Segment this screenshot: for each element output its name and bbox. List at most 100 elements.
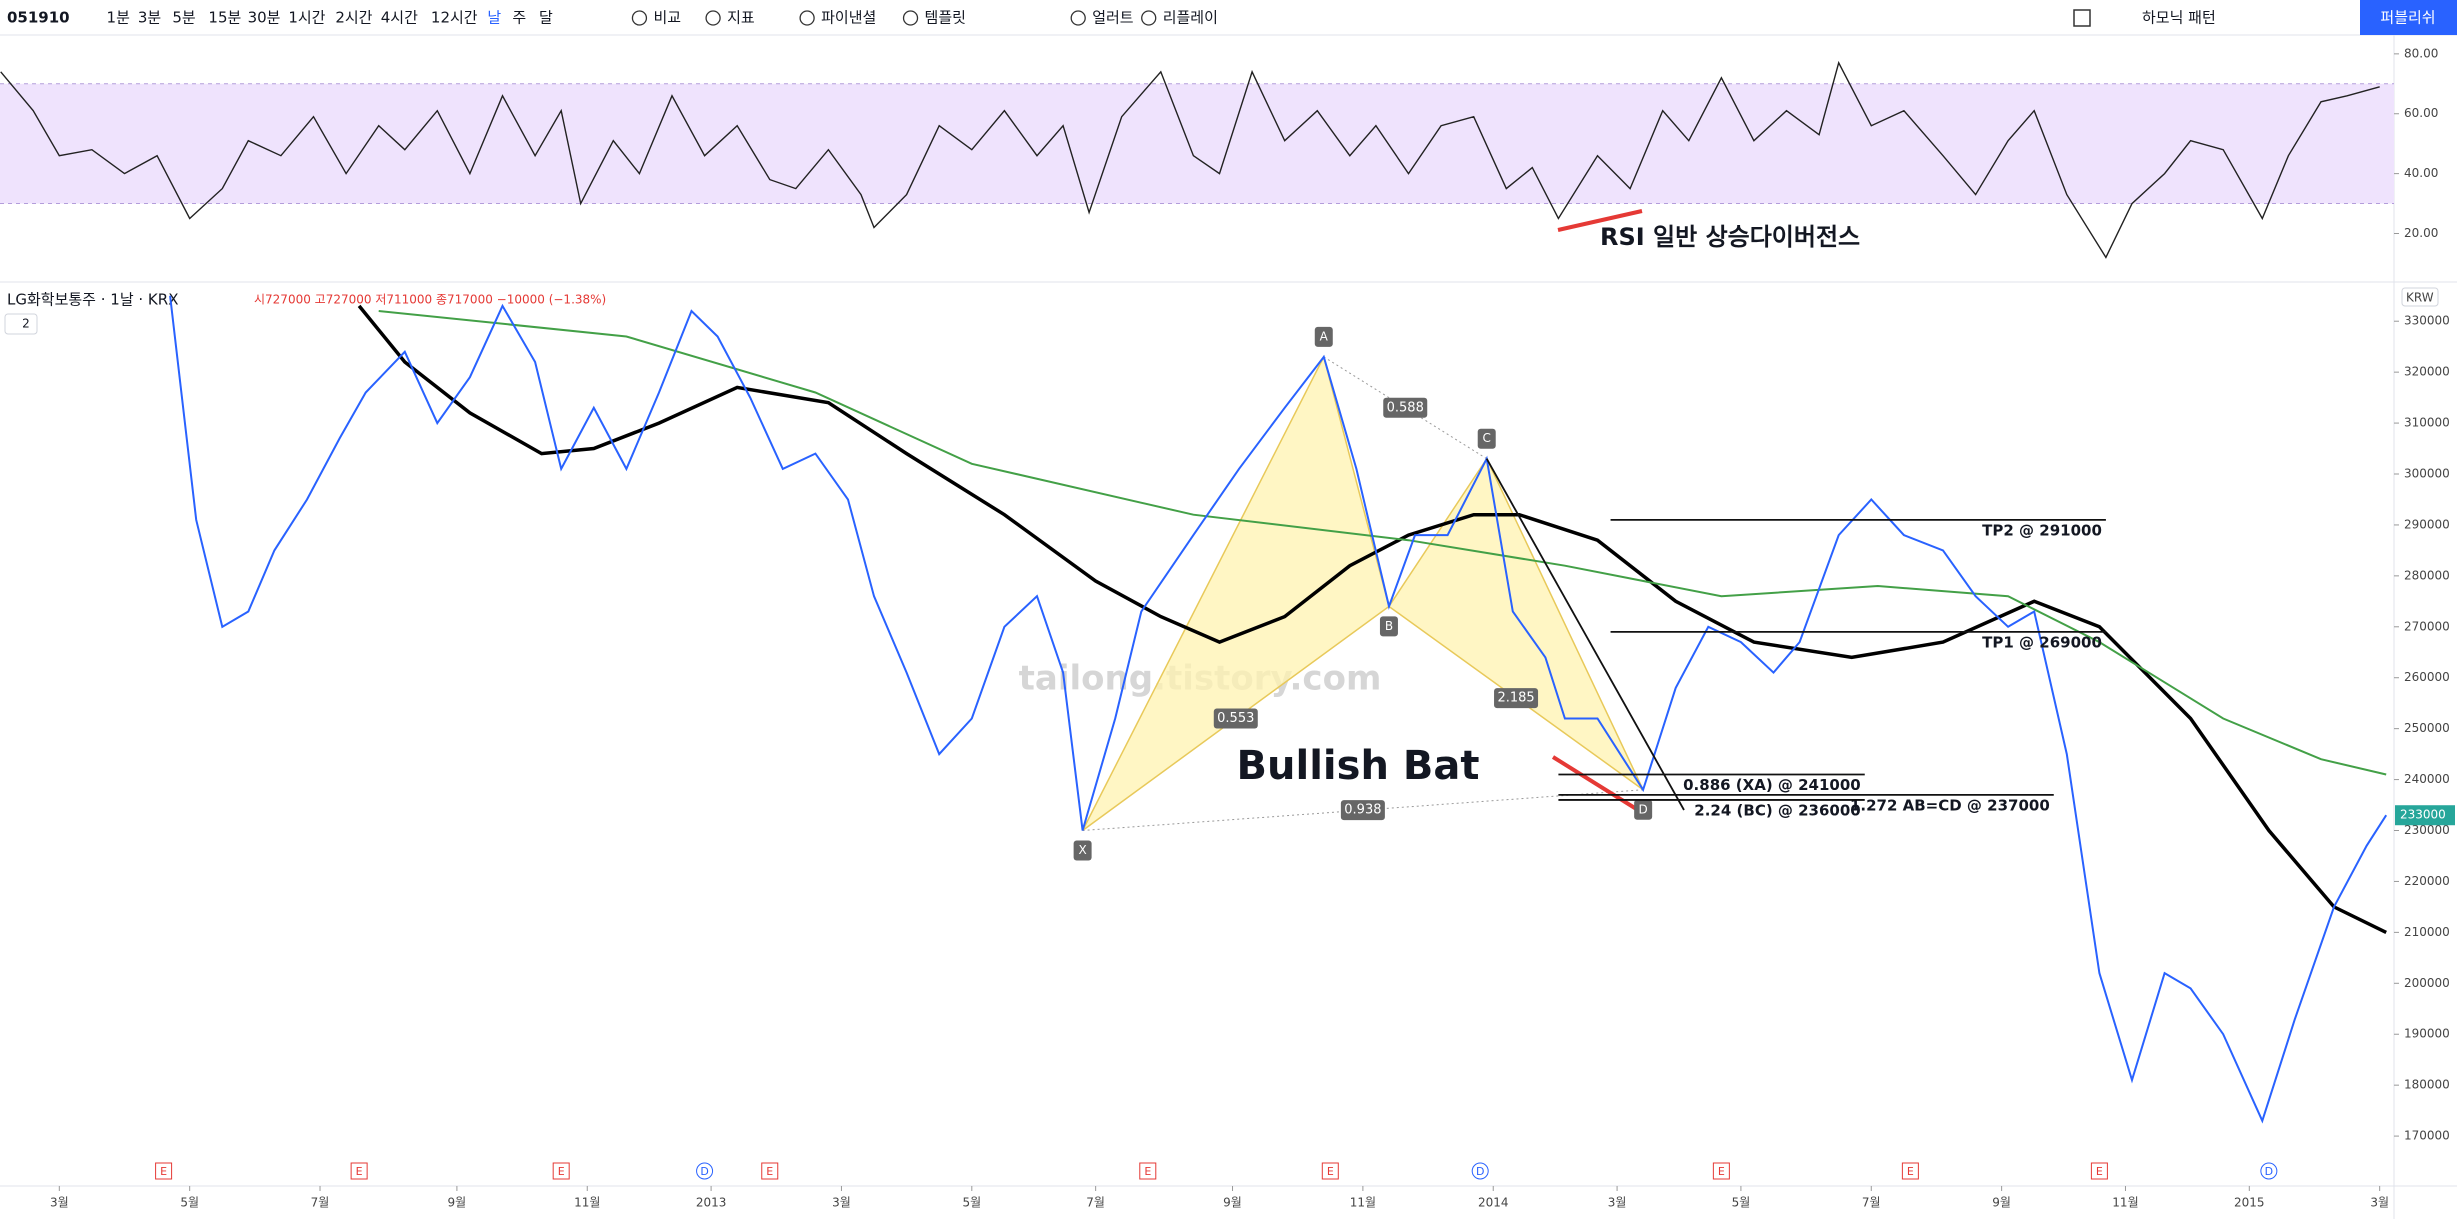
x-tick-label: 7월 xyxy=(1862,1196,1881,1210)
interval-button[interactable]: 5분 xyxy=(172,9,196,27)
x-tick-label: 7월 xyxy=(1086,1196,1105,1210)
toolbar-button[interactable]: 템플릿 xyxy=(925,9,966,27)
rsi-line xyxy=(0,60,2380,259)
publish-label[interactable]: 퍼블리쉬 xyxy=(2380,9,2435,27)
pattern-point-label: D xyxy=(1639,802,1648,816)
y-tick-label: 250000 xyxy=(2404,721,2450,735)
pattern-point-label: A xyxy=(1320,329,1329,343)
toolbar-button[interactable]: 파이낸셜 xyxy=(821,9,876,27)
event-label: E xyxy=(1144,1165,1151,1178)
event-marker xyxy=(552,1162,570,1180)
pattern-point-label: B xyxy=(1385,619,1393,633)
divergence-line xyxy=(1551,755,1640,812)
event-marker xyxy=(350,1162,368,1180)
studies-count[interactable]: 2 xyxy=(22,317,30,331)
toolbar-button[interactable]: 비교 xyxy=(653,9,681,27)
event-label: E xyxy=(1327,1165,1334,1178)
button-icon[interactable] xyxy=(1141,10,1157,26)
y-tick-label: 40.00 xyxy=(2404,166,2438,180)
pattern-point xyxy=(1477,428,1496,449)
studies-toggle[interactable] xyxy=(4,313,38,335)
checkbox-icon[interactable] xyxy=(2073,9,2091,27)
currency-box xyxy=(2401,287,2439,307)
toolbar-button[interactable]: 지표 xyxy=(727,9,755,27)
interval-button[interactable]: 3분 xyxy=(138,9,162,27)
pattern-point-label: X xyxy=(1078,843,1086,857)
event-label: D xyxy=(1476,1165,1484,1178)
x-tick-label: 3월 xyxy=(1608,1196,1627,1210)
button-icon[interactable] xyxy=(705,10,721,26)
target-label: TP2 @ 291000 xyxy=(1982,521,2102,539)
event-marker xyxy=(2090,1162,2108,1180)
rsi-annotation: RSI 일반 상승다이버전스 xyxy=(1600,223,1860,251)
x-tick-label: 5월 xyxy=(180,1196,199,1210)
pattern-menu[interactable]: 하모닉 패턴 xyxy=(2142,9,2216,27)
event-label: E xyxy=(558,1165,565,1178)
pattern-point xyxy=(1379,616,1398,637)
publish-button[interactable] xyxy=(2360,0,2457,35)
interval-button[interactable]: 주 xyxy=(512,9,526,27)
x-tick-label: 2015 xyxy=(2234,1196,2265,1210)
target-label: 2.24 (BC) @ 236000 xyxy=(1694,801,1860,819)
currency-label[interactable]: KRW xyxy=(2406,291,2434,305)
toolbar-bg xyxy=(0,0,2457,35)
x-tick-label: 9월 xyxy=(1992,1196,2011,1210)
pattern-triangle xyxy=(1387,457,1644,791)
y-tick-label: 20.00 xyxy=(2404,226,2438,240)
interval-button[interactable]: 1분 xyxy=(107,9,131,27)
event-label: D xyxy=(700,1165,708,1178)
y-tick-label: 230000 xyxy=(2404,823,2450,837)
legend-ohlc: 시727000 고727000 저711000 종717000 −10000 (… xyxy=(254,293,606,307)
interval-button[interactable]: 1시간 xyxy=(288,9,325,27)
event-label: D xyxy=(2265,1165,2273,1178)
divergence-line xyxy=(1557,209,1643,232)
y-tick-label: 240000 xyxy=(2404,772,2450,786)
x-tick-label: 9월 xyxy=(448,1196,467,1210)
ratio-label: 0.553 xyxy=(1217,711,1254,726)
event-label: E xyxy=(766,1165,773,1178)
ratio-box xyxy=(1383,397,1428,418)
event-marker xyxy=(1471,1162,1489,1180)
symbol[interactable]: 051910 xyxy=(7,9,70,27)
button-icon[interactable] xyxy=(902,10,919,26)
y-tick-label: 180000 xyxy=(2404,1078,2450,1092)
toolbar-button[interactable]: 리플레이 xyxy=(1163,9,1218,27)
interval-button[interactable]: 날 xyxy=(487,9,501,27)
toolbar-button[interactable]: 얼러트 xyxy=(1092,9,1134,27)
x-tick-label: 2013 xyxy=(696,1196,727,1210)
ratio-box xyxy=(1213,708,1258,729)
pattern-name: Bullish Bat xyxy=(1237,743,1480,789)
interval-button[interactable]: 4시간 xyxy=(381,9,418,27)
target-label: 0.886 (XA) @ 241000 xyxy=(1683,776,1861,794)
interval-button[interactable]: 12시간 xyxy=(431,9,478,27)
x-tick-label: 5월 xyxy=(1732,1196,1751,1210)
event-marker xyxy=(2260,1162,2278,1180)
event-marker xyxy=(1321,1162,1339,1180)
interval-button[interactable]: 2시간 xyxy=(335,9,372,27)
last-price-tag xyxy=(2395,805,2455,826)
y-tick-label: 290000 xyxy=(2404,517,2450,531)
ratio-label: 2.185 xyxy=(1497,691,1534,706)
interval-button[interactable]: 30분 xyxy=(248,9,281,27)
interval-button[interactable]: 달 xyxy=(539,9,553,27)
y-tick-label: 220000 xyxy=(2404,874,2450,888)
event-label: E xyxy=(356,1165,363,1178)
button-icon[interactable] xyxy=(799,10,815,26)
trend-line xyxy=(1485,458,1685,811)
ratio-box xyxy=(1340,800,1385,821)
last-price-label: 233000 xyxy=(2400,808,2446,822)
ratio-label: 0.588 xyxy=(1387,400,1424,415)
y-tick-label: 170000 xyxy=(2404,1129,2450,1143)
y-tick-label: 260000 xyxy=(2404,670,2450,684)
event-marker xyxy=(761,1162,779,1180)
button-icon[interactable] xyxy=(1070,10,1086,26)
event-label: E xyxy=(1718,1165,1725,1178)
interval-button[interactable]: 15분 xyxy=(208,9,241,27)
y-tick-label: 270000 xyxy=(2404,619,2450,633)
y-tick-label: 210000 xyxy=(2404,925,2450,939)
button-icon[interactable] xyxy=(631,10,648,26)
y-tick-label: 190000 xyxy=(2404,1027,2450,1041)
price-line xyxy=(169,295,2388,1124)
x-tick-label: 11월 xyxy=(1350,1196,1376,1210)
